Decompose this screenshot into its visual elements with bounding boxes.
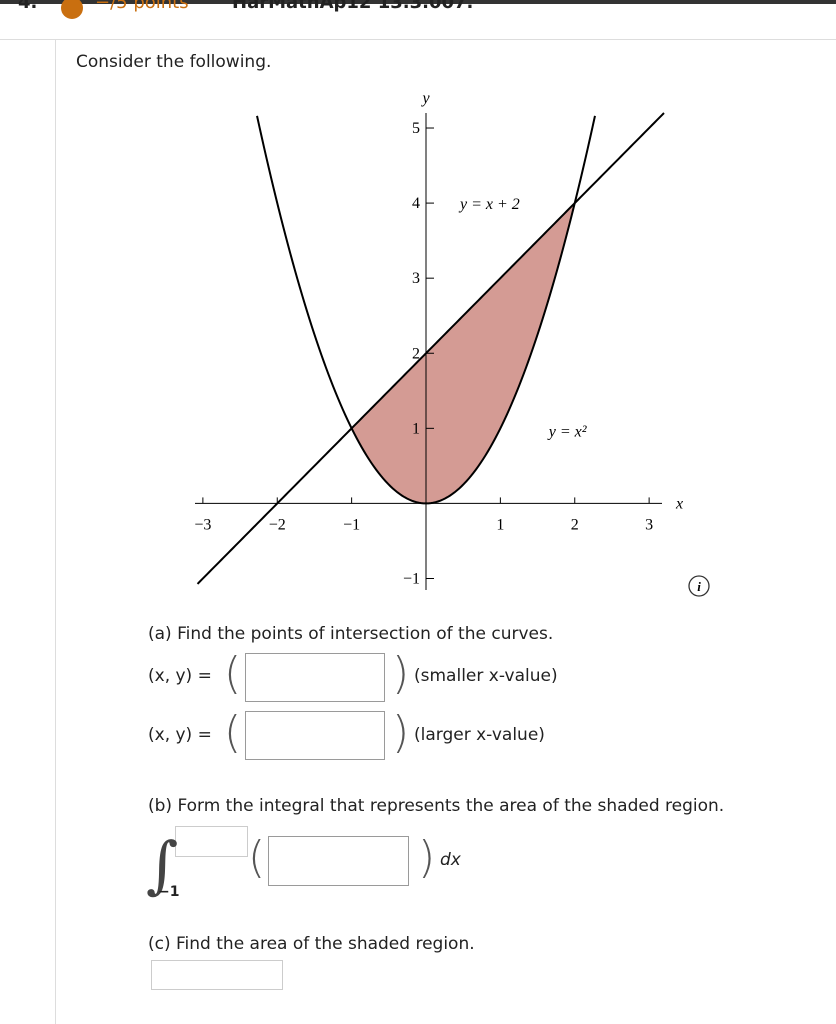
line [196,112,665,585]
graph: i −3 −2 −1 1 2 3 −1 1 2 3 4 5 x y y = x + 2 y = x² [194,90,710,597]
part-b-prompt: (b) Form the integral that represents th… [148,796,725,816]
shaded-region [351,203,575,504]
lower-limit: −1 [158,884,180,900]
y-axis-label: y [420,90,430,107]
x-tick-label: 3 [645,516,653,533]
x-tick-label: 1 [496,516,504,533]
point-label: (x, y) = [148,725,212,745]
info-icon-glyph: i [697,579,701,594]
answer-input[interactable] [245,711,385,760]
curve-label: y = x + 2 [458,196,520,213]
parabola [256,115,596,505]
content-border [55,40,56,1024]
intro: Consider the following. [76,52,272,72]
question-number: 4. [18,0,38,13]
part-c-prompt: (c) Find the area of the shaded region. [148,934,475,954]
paren-close: ) [392,707,410,758]
paren-open: ( [224,707,242,758]
problem-id: HarMathAp12 13.3.007. [232,0,474,13]
x-axis-label: x [675,495,683,512]
paren-open: ( [248,832,266,883]
x-tick-label: −2 [269,516,286,533]
upper-limit-input[interactable] [175,826,248,857]
point-note: (smaller x-value) [414,666,558,686]
area-input[interactable] [151,960,283,990]
integral-sign: ∫ [146,828,179,901]
top-bar [0,0,836,4]
y-tick-label: 5 [412,120,420,137]
x-tick-label: −1 [343,516,360,533]
x-tick-label: −3 [194,516,211,533]
info-icon[interactable] [688,575,710,597]
y-tick-label: 4 [412,195,420,212]
paren-open: ( [224,648,242,699]
curve-label: y = x² [547,423,588,440]
differential: dx [440,850,461,870]
y-tick-label: −1 [403,570,420,587]
points-icon [61,0,83,19]
y-tick-label: 2 [412,345,420,362]
header-divider [0,39,836,40]
points: −/5 points [95,0,189,13]
paren-close: ) [418,832,436,883]
y-tick-label: 3 [412,270,420,287]
paren-close: ) [392,648,410,699]
part-a-prompt: (a) Find the points of intersection of t… [148,624,554,644]
point-label: (x, y) = [148,666,212,686]
integrand-input[interactable] [268,836,409,886]
x-tick-label: 2 [571,516,579,533]
answer-input[interactable] [245,653,385,702]
y-tick-label: 1 [412,420,420,437]
point-note: (larger x-value) [414,725,545,745]
